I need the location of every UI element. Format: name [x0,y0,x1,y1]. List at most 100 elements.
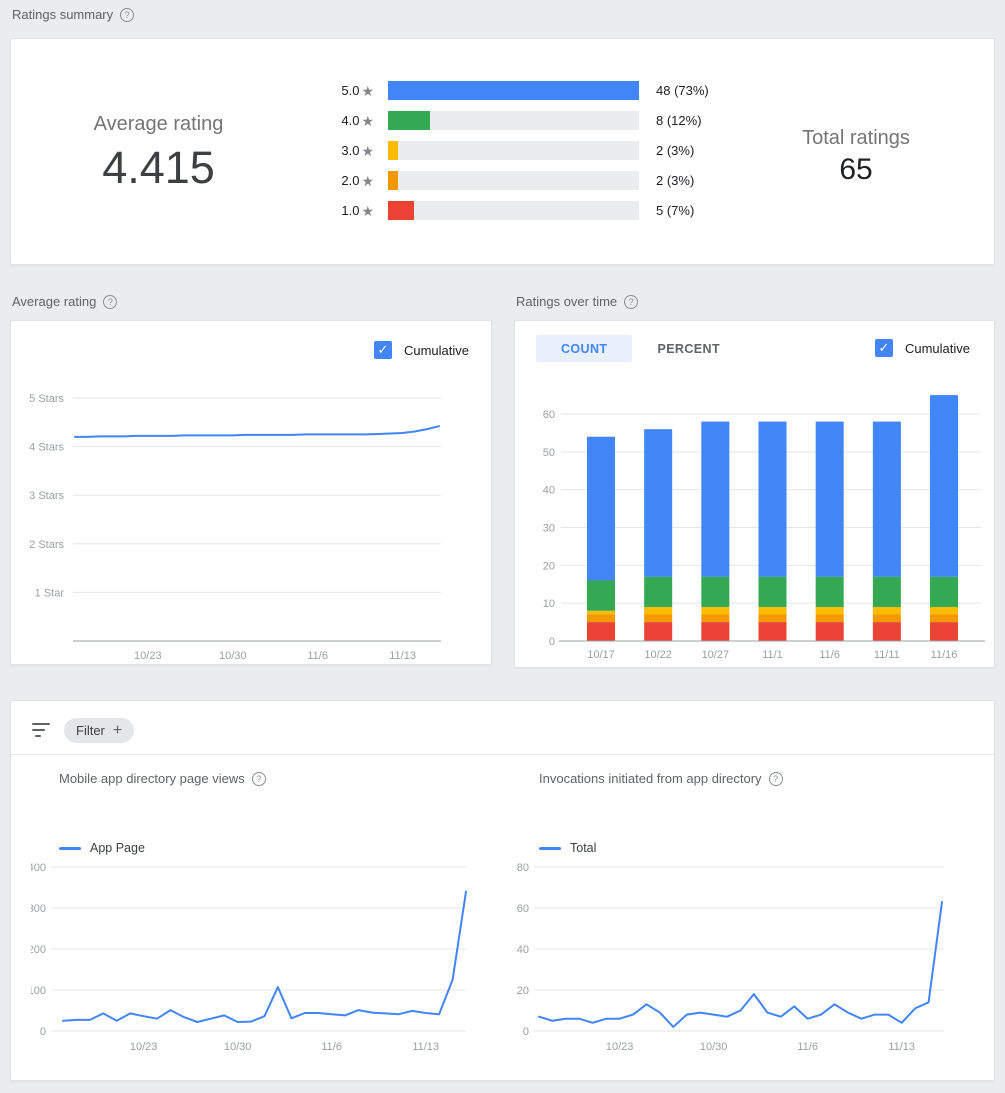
svg-text:0: 0 [40,1026,46,1038]
cumulative-label: Cumulative [403,342,469,358]
rating-distribution-row: 3.0 ★ 2 (3%) [328,141,709,160]
invocations-heading: Invocations initiated from app directory… [539,771,783,786]
svg-text:30: 30 [543,523,555,535]
svg-text:10/23: 10/23 [606,1041,634,1053]
rating-count-label: 48 (73%) [656,83,709,98]
count-percent-tabs: COUNT PERCENT [536,335,745,362]
svg-text:2 Stars: 2 Stars [29,539,64,551]
star-icon: ★ [361,112,374,129]
page-views-title: Mobile app directory page views [59,771,245,786]
svg-text:0: 0 [549,636,555,648]
plus-icon: + [112,721,123,739]
svg-text:10/30: 10/30 [224,1041,252,1053]
star-icon: ★ [361,82,374,99]
rating-bar-track [388,81,639,100]
svg-text:10/23: 10/23 [134,650,162,662]
ratings-summary-heading: Ratings summary ? [12,7,135,22]
help-icon[interactable]: ? [103,294,118,309]
rating-bar-track [388,141,639,160]
invocations-title: Invocations initiated from app directory [539,771,762,786]
svg-text:11/16: 11/16 [931,649,958,661]
tab-percent[interactable]: PERCENT [657,341,720,356]
svg-text:300: 300 [31,903,46,915]
svg-text:100: 100 [31,985,46,997]
star-level-label: 3.0 ★ [341,142,374,159]
svg-text:10/23: 10/23 [130,1041,158,1053]
legend-line-icon [539,846,561,850]
page-views-legend: App Page [59,841,145,855]
page-views-legend-label: App Page [90,841,145,855]
rating-distribution-row: 4.0 ★ 8 (12%) [328,111,709,130]
rating-bar-track [388,111,639,130]
tab-count[interactable]: COUNT [536,335,633,362]
average-rating-chart-card: ✓ Cumulative 5 Stars 4 Stars 3 Stars 2 Star… [10,320,492,665]
ratings-over-time-title: Ratings over time [516,294,618,309]
rating-bar-track [388,201,639,220]
rating-count-label: 2 (3%) [656,143,695,158]
svg-text:11/6: 11/6 [307,650,328,662]
star-icon: ★ [361,172,374,189]
svg-text:200: 200 [31,944,46,956]
ratings-over-time-bar-chart: 10 20 30 40 50 60 0 10/17 10/22 10/27 11/1 11/6 11/1… [543,395,985,661]
star-level-label: 4.0 ★ [341,112,374,129]
star-level-label: 2.0 ★ [341,172,374,189]
svg-text:80: 80 [517,862,529,874]
ratings-summary-card: Average rating 4.415 5.0 ★ 48 (73%) 4.0 ★ 8 (… [10,38,995,265]
svg-text:3 Stars: 3 Stars [29,490,64,502]
svg-text:10/30: 10/30 [700,1041,728,1053]
cumulative-checkbox[interactable]: ✓ [874,339,893,357]
svg-text:50: 50 [543,447,555,459]
svg-text:1 Star: 1 Star [35,587,65,599]
svg-text:11/13: 11/13 [412,1041,439,1053]
svg-text:5 Stars: 5 Stars [29,393,64,405]
help-icon[interactable]: ? [120,7,135,22]
svg-text:11/6: 11/6 [321,1041,342,1053]
rating-distribution: 5.0 ★ 48 (73%) 4.0 ★ 8 (12%) 3.0 ★ 2 (3%) 2.0 ★ 2 (… [328,81,709,231]
help-icon[interactable]: ? [624,294,639,309]
legend-line-icon [59,846,81,850]
svg-text:10: 10 [543,598,555,610]
rating-count-label: 2 (3%) [656,173,695,188]
average-rating-chart-heading: Average rating ? [12,294,118,309]
average-rating-label: Average rating [93,113,224,135]
help-icon[interactable]: ? [251,771,266,786]
svg-text:60: 60 [517,903,529,915]
cumulative-label: Cumulative [904,340,970,356]
star-icon: ★ [361,142,374,159]
svg-text:400: 400 [31,862,46,874]
cumulative-toggle: ✓ Cumulative [373,341,469,359]
total-ratings-block: Total ratings 65 [711,127,1001,187]
svg-text:11/11: 11/11 [874,649,900,661]
svg-text:4 Stars: 4 Stars [29,442,64,454]
help-icon[interactable]: ? [768,771,783,786]
cumulative-toggle: ✓ Cumulative [874,339,970,357]
svg-text:10/30: 10/30 [219,650,247,662]
filter-chip[interactable]: Filter + [64,718,135,743]
svg-text:11/13: 11/13 [888,1041,915,1053]
filter-list-icon[interactable] [32,723,52,738]
cumulative-checkbox[interactable]: ✓ [373,341,392,359]
svg-text:0: 0 [523,1026,529,1038]
svg-text:11/1: 11/1 [762,649,783,661]
svg-text:10/17: 10/17 [587,649,615,661]
rating-distribution-row: 5.0 ★ 48 (73%) [328,81,709,100]
filter-chip-label: Filter [76,723,105,738]
svg-text:11/13: 11/13 [389,650,416,662]
ratings-over-time-card: COUNT PERCENT ✓ Cumulative 10 20 30 40 50 60 0 1… [514,320,995,668]
svg-text:40: 40 [517,944,529,956]
rating-bar-fill [388,141,399,160]
rating-bar-fill [388,201,415,220]
svg-text:11/6: 11/6 [797,1041,818,1053]
average-rating-chart-title: Average rating [12,294,97,309]
rating-distribution-row: 2.0 ★ 2 (3%) [328,171,709,190]
directory-metrics-card: Filter + Mobile app directory page views… [10,700,995,1081]
star-icon: ★ [361,202,374,219]
rating-bar-fill [388,171,399,190]
total-ratings-value: 65 [839,153,873,186]
divider [11,754,994,755]
invocations-legend: Total [539,841,596,855]
invocations-line-chart: 0 20 40 60 80 10/23 10/30 11/6 11/13 [517,862,944,1053]
svg-text:10/22: 10/22 [644,649,672,661]
ratings-over-time-heading: Ratings over time ? [516,294,639,309]
svg-text:60: 60 [543,409,555,421]
